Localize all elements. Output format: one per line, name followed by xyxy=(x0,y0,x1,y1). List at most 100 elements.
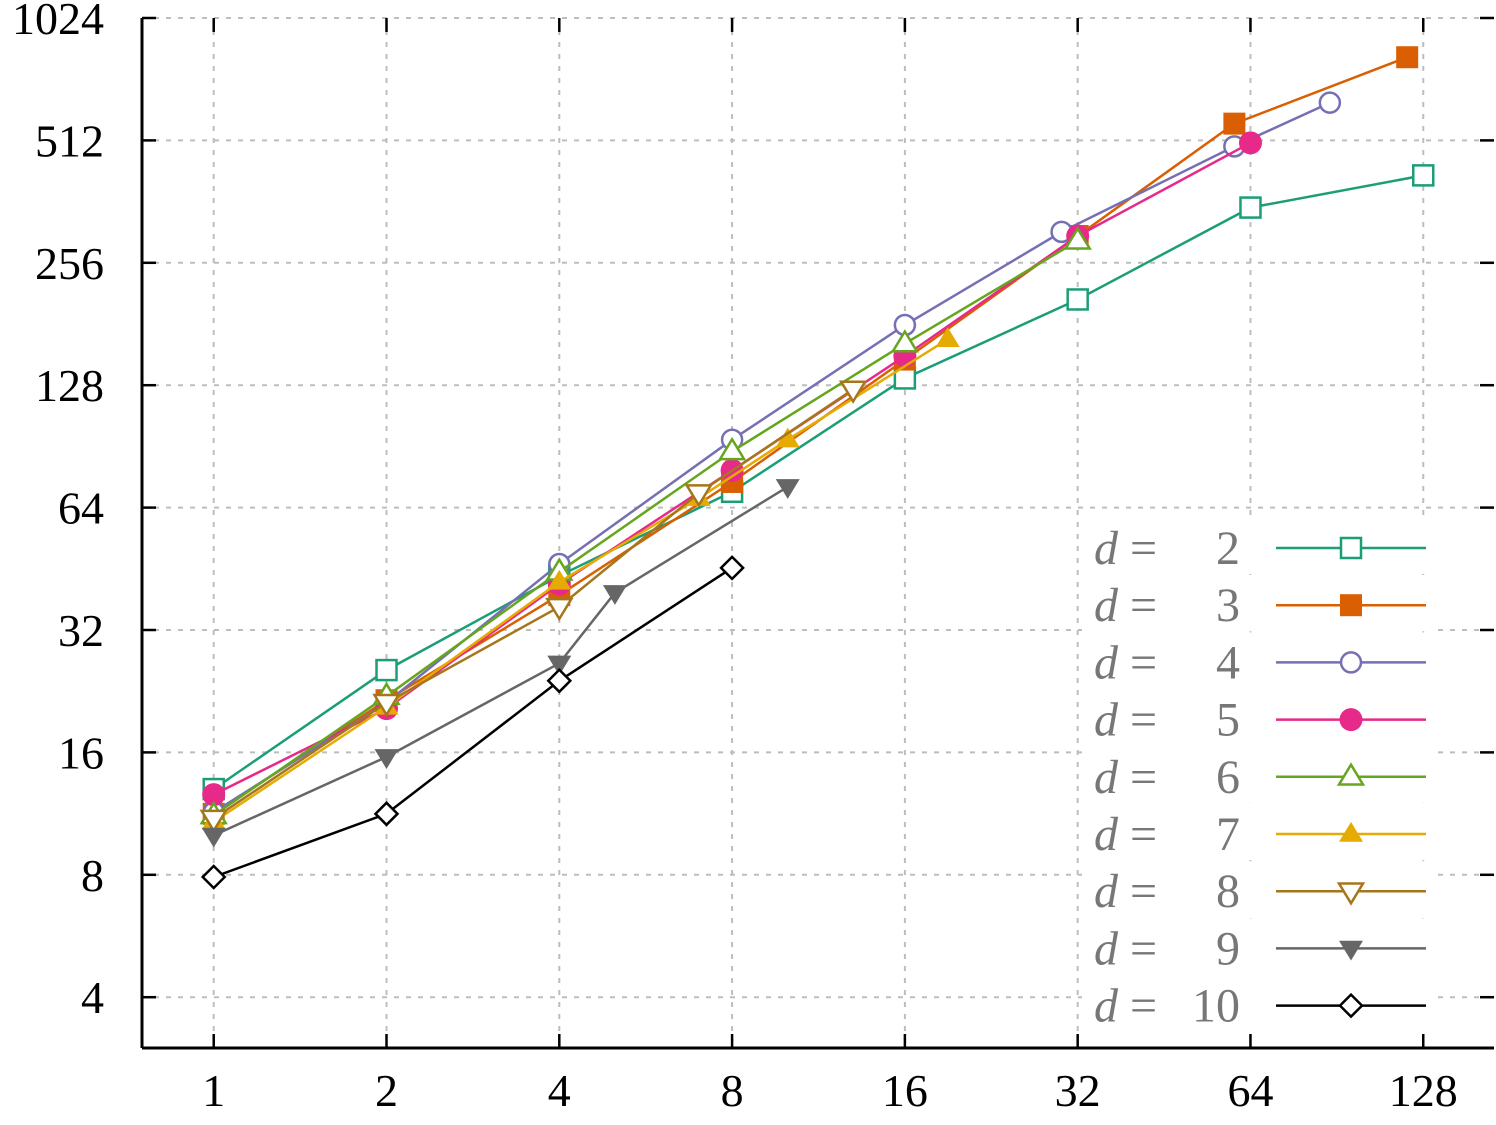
grid-lines xyxy=(142,17,1494,1048)
series-line xyxy=(213,101,1331,814)
x-tick-label: 4 xyxy=(548,1065,571,1116)
data-point xyxy=(717,436,747,461)
series-d-10 xyxy=(200,555,745,890)
data-point xyxy=(1063,226,1092,250)
y-tick-label: 16 xyxy=(58,727,104,778)
data-point xyxy=(935,327,960,347)
data-point xyxy=(373,801,400,827)
legend-bg xyxy=(1082,575,1432,632)
series-line xyxy=(213,566,733,879)
data-point xyxy=(374,749,399,769)
data-point xyxy=(602,585,627,605)
legend-marker xyxy=(1339,708,1363,732)
y-tick-label: 512 xyxy=(35,115,104,166)
legend-label: 7 xyxy=(1216,808,1240,861)
legend-item-d-3: d = 3 xyxy=(1082,575,1432,632)
legend-item-d-9: d = 9 xyxy=(1082,918,1432,975)
x-tick-label: 8 xyxy=(721,1065,744,1116)
legend-bg xyxy=(1082,746,1432,803)
legend-bg xyxy=(1082,804,1432,860)
legend-marker xyxy=(1339,651,1363,674)
series-d-9 xyxy=(201,479,800,848)
legend-bg xyxy=(1082,632,1432,689)
legend-marker xyxy=(1336,762,1366,786)
legend-label: 6 xyxy=(1216,751,1240,804)
data-point xyxy=(1239,196,1262,219)
legend-item-d-2: d = 2 xyxy=(1082,518,1432,575)
legend-item-d-7: d = 7 xyxy=(1082,804,1432,861)
x-tick-label: 1 xyxy=(202,1065,225,1116)
x-tick-label: 128 xyxy=(1389,1065,1458,1116)
legend-bg xyxy=(1082,975,1432,1032)
data-point xyxy=(1066,288,1089,311)
series-line xyxy=(213,338,949,823)
legend-marker xyxy=(1336,882,1366,906)
series-line xyxy=(212,174,1424,791)
data-point xyxy=(1396,46,1419,69)
x-tick-label: 32 xyxy=(1055,1065,1101,1116)
legend-marker xyxy=(1339,536,1363,560)
legend-prefix: d = xyxy=(1094,636,1157,689)
legend-bg xyxy=(1082,918,1432,975)
legend-item-d-5: d = 5 xyxy=(1082,689,1432,747)
data-point xyxy=(890,329,920,353)
legend-item-d-8: d = 8 xyxy=(1082,861,1432,918)
y-tick-label: 8 xyxy=(81,850,104,901)
y-tick-label: 64 xyxy=(58,483,104,534)
data-point xyxy=(546,668,573,694)
series-lines xyxy=(199,46,1435,890)
x-tick-label: 64 xyxy=(1227,1065,1273,1116)
data-point xyxy=(684,484,714,508)
legend-label: 9 xyxy=(1216,922,1240,975)
data-point xyxy=(1318,91,1342,114)
legend: d = 2 d = 3 d = 4 d = 5 d = 6 d = 7 d = 8 d = 9 d = 10 xyxy=(1082,518,1432,1033)
legend-prefix: d = xyxy=(1094,694,1157,747)
data-point xyxy=(547,569,572,590)
y-tick-label: 4 xyxy=(81,972,104,1023)
legend-prefix: d = xyxy=(1094,522,1157,575)
legend-label: 10 xyxy=(1192,980,1240,1033)
data-point xyxy=(375,658,398,682)
legend-label: 2 xyxy=(1216,522,1240,575)
legend-label: 8 xyxy=(1216,865,1240,918)
legend-bg xyxy=(1082,861,1432,918)
legend-item-d-10: d = 10 xyxy=(1082,975,1432,1033)
data-point xyxy=(199,809,228,834)
legend-marker xyxy=(1339,940,1363,961)
y-tick-label: 32 xyxy=(58,605,104,656)
data-point xyxy=(200,864,227,890)
legend-label: 4 xyxy=(1216,636,1240,689)
series-line xyxy=(213,485,789,837)
legend-prefix: d = xyxy=(1094,751,1157,804)
data-point xyxy=(719,555,745,581)
data-point xyxy=(775,479,800,499)
series-d-7 xyxy=(201,327,960,830)
data-point xyxy=(1223,112,1246,135)
legend-label: 3 xyxy=(1216,579,1240,632)
data-point xyxy=(202,783,226,807)
legend-item-d-4: d = 4 xyxy=(1082,632,1432,689)
legend-marker xyxy=(1338,992,1364,1019)
y-tick-label: 256 xyxy=(35,238,104,289)
legend-prefix: d = xyxy=(1094,922,1157,975)
series-line xyxy=(212,239,1079,817)
x-tick-label: 2 xyxy=(375,1065,398,1116)
legend-marker xyxy=(1340,594,1362,617)
data-point xyxy=(775,427,800,448)
legend-prefix: d = xyxy=(1094,980,1157,1033)
legend-bg xyxy=(1082,518,1432,574)
data-point xyxy=(201,827,226,848)
data-point xyxy=(545,597,574,622)
data-point xyxy=(547,655,572,676)
x-tick-label: 16 xyxy=(882,1065,928,1116)
legend-prefix: d = xyxy=(1094,808,1157,861)
y-tick-label: 1024 xyxy=(12,0,104,44)
legend-item-d-6: d = 6 xyxy=(1082,746,1432,804)
data-point xyxy=(372,693,401,718)
legend-marker xyxy=(1339,821,1363,842)
data-point xyxy=(1238,131,1262,155)
legend-prefix: d = xyxy=(1094,579,1157,632)
legend-label: 5 xyxy=(1216,694,1240,747)
